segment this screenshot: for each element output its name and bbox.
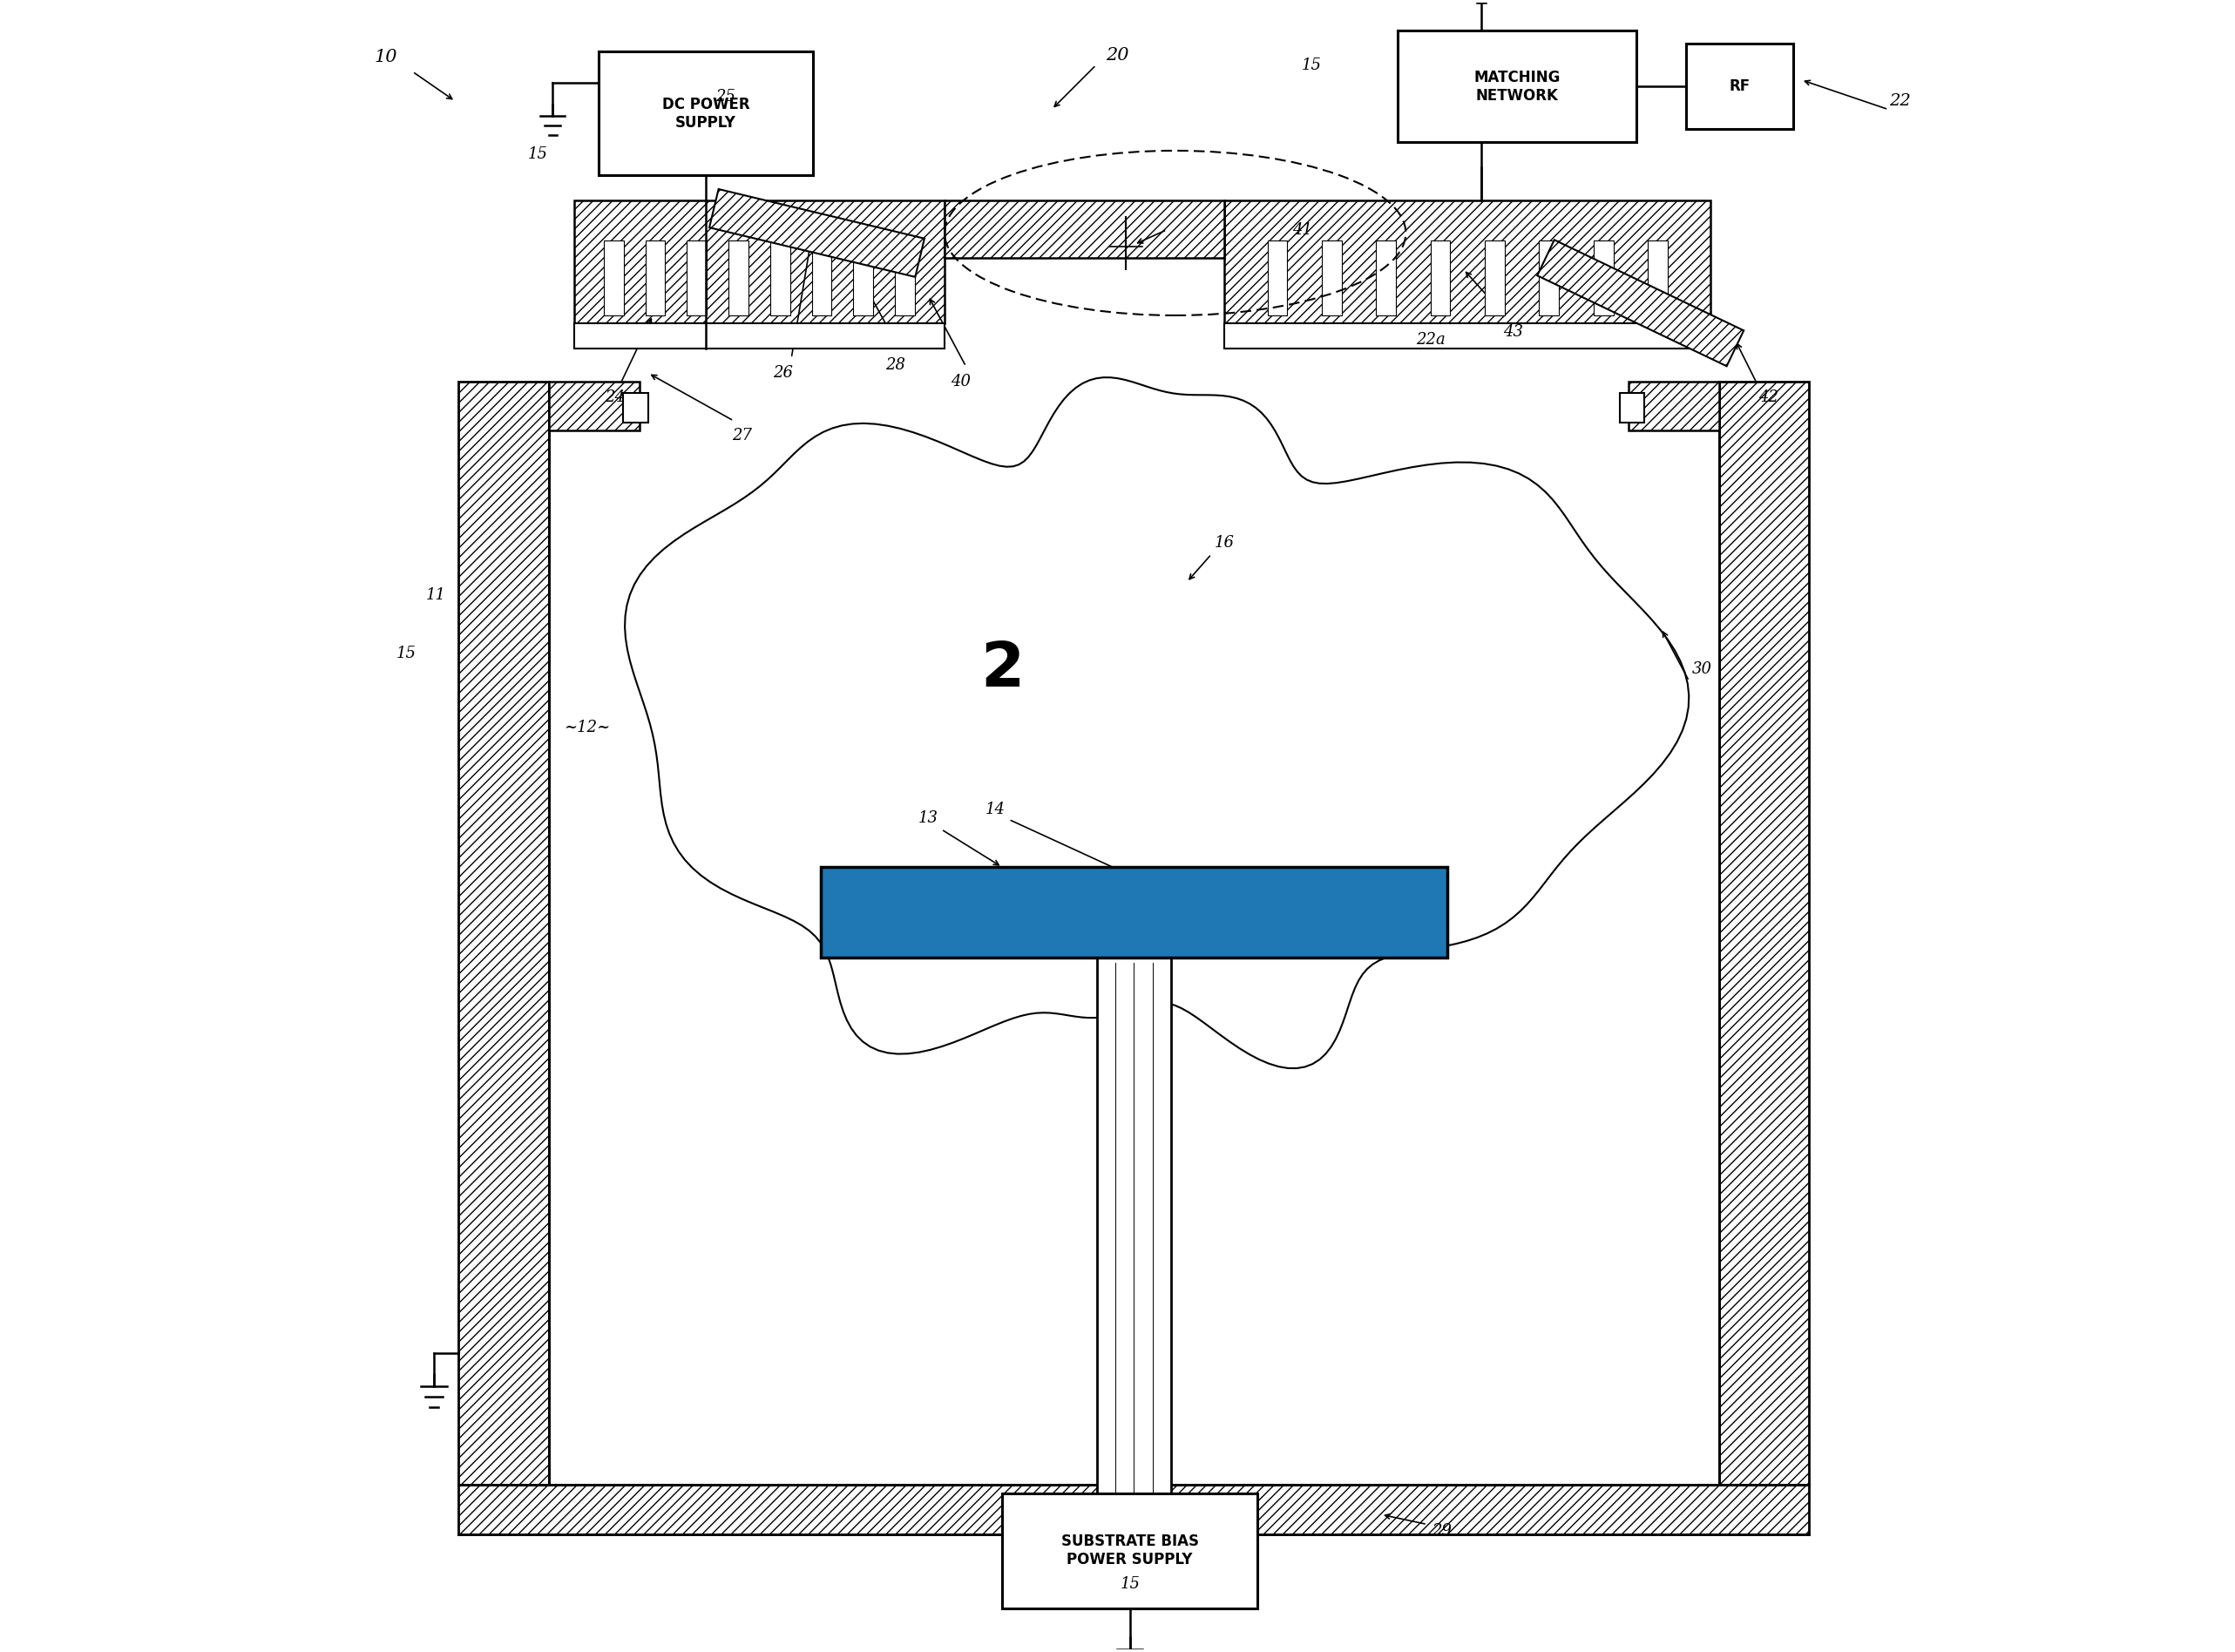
Text: −: − [700, 150, 713, 165]
Bar [550, 382, 639, 431]
Bar [603, 241, 624, 316]
Bar [1097, 958, 1171, 1526]
Bar [599, 51, 814, 175]
Text: 15: 15 [1301, 58, 1321, 73]
Bar [458, 1485, 1810, 1535]
Text: 2: 2 [981, 639, 1024, 699]
Text: 15: 15 [527, 145, 548, 162]
Text: 43: 43 [1502, 324, 1522, 340]
Bar [1540, 241, 1560, 316]
Text: 30: 30 [1692, 662, 1712, 677]
Bar [811, 241, 831, 316]
Text: 42: 42 [1759, 390, 1779, 406]
Text: 20: 20 [1106, 46, 1129, 63]
Bar [894, 241, 914, 316]
Bar [1627, 382, 1719, 431]
Text: 40: 40 [952, 373, 970, 390]
Bar [1685, 43, 1792, 129]
Text: 22: 22 [1889, 94, 1911, 109]
Bar [1377, 241, 1397, 316]
Text: 28: 28 [885, 357, 905, 373]
Bar [1267, 241, 1287, 316]
Bar [854, 241, 874, 316]
Bar [771, 241, 789, 316]
Text: MATCHING
NETWORK: MATCHING NETWORK [1473, 69, 1560, 104]
Bar [1397, 30, 1636, 142]
Text: RF: RF [1730, 79, 1750, 94]
Text: 14: 14 [986, 801, 1006, 818]
Bar [646, 241, 666, 316]
Text: 16: 16 [1214, 535, 1234, 550]
Bar [1647, 241, 1667, 316]
Bar [1225, 324, 1710, 349]
Bar [574, 200, 945, 324]
Bar [624, 393, 648, 423]
Bar [1484, 241, 1504, 316]
Text: +: + [606, 71, 619, 88]
Bar [1719, 382, 1810, 1485]
Text: 25: 25 [715, 89, 735, 104]
Text: 24: 24 [606, 390, 626, 406]
Bar [458, 382, 550, 1485]
Bar [1001, 1493, 1258, 1609]
Polygon shape [1538, 240, 1743, 367]
Text: ~12~: ~12~ [563, 719, 610, 735]
Bar [1225, 200, 1710, 324]
Bar [1430, 241, 1451, 316]
Text: DC POWER
SUPPLY: DC POWER SUPPLY [662, 97, 749, 131]
Text: 11: 11 [425, 588, 445, 603]
Bar [574, 324, 945, 349]
Bar [820, 867, 1446, 958]
Bar [945, 200, 1225, 258]
Bar [820, 867, 1446, 958]
Bar [686, 241, 706, 316]
Text: 10: 10 [375, 48, 398, 64]
Polygon shape [708, 188, 925, 278]
Text: 15: 15 [1120, 1576, 1140, 1591]
Text: 27: 27 [731, 428, 751, 443]
Text: 41: 41 [1292, 221, 1312, 238]
Text: 15: 15 [396, 646, 416, 661]
Text: 22a: 22a [1415, 332, 1446, 349]
Bar [1594, 241, 1614, 316]
Bar [729, 241, 749, 316]
Text: 26: 26 [773, 365, 793, 382]
Bar [1620, 393, 1645, 423]
Bar [1321, 241, 1341, 316]
Text: 13: 13 [919, 809, 939, 826]
Text: SUBSTRATE BIAS
POWER SUPPLY: SUBSTRATE BIAS POWER SUPPLY [1062, 1533, 1198, 1568]
Text: 29: 29 [1433, 1523, 1453, 1538]
